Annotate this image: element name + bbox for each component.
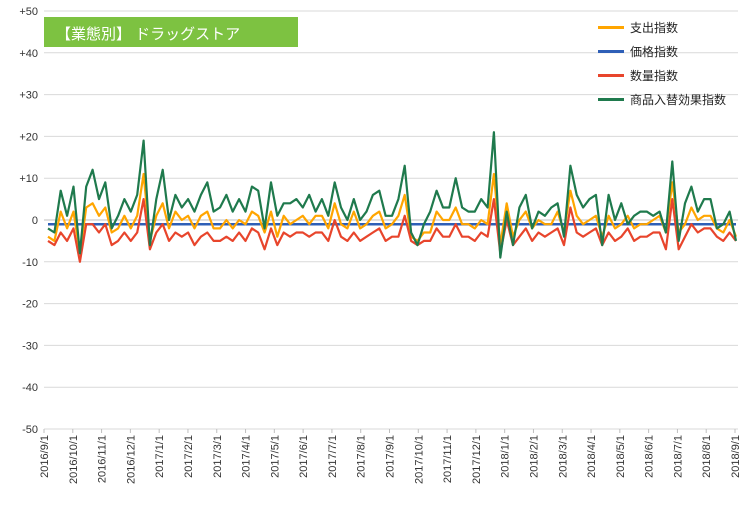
chart-title-box: 【業態別】 ドラッグストア [44, 17, 298, 47]
x-tick-label: 2017/12/1 [471, 435, 483, 484]
x-tick-label: 2018/7/1 [672, 435, 684, 478]
x-tick-label: 2017/11/1 [442, 435, 454, 483]
series-line-3 [47, 131, 738, 259]
x-tick-label: 2016/10/1 [68, 435, 80, 484]
x-tick-label: 2017/4/1 [241, 435, 253, 478]
legend-swatch-product-replacement [598, 98, 624, 101]
legend-label-price: 価格指数 [630, 45, 679, 59]
x-tick-label: 2017/10/1 [413, 435, 425, 484]
legend: 支出指数 価格指数 数量指数 商品入替効果指数 [598, 18, 738, 114]
x-tick-label: 2016/11/1 [97, 435, 109, 483]
y-tick-label: +10 [19, 173, 38, 185]
x-tick-label: 2017/6/1 [298, 435, 310, 478]
x-tick-label: 2017/2/1 [183, 435, 195, 478]
x-tick-label: 2017/7/1 [327, 435, 339, 478]
legend-item-product-replacement: 商品入替効果指数 [598, 90, 738, 114]
y-tick-label: -40 [22, 382, 38, 394]
x-tick-label: 2018/8/1 [701, 435, 713, 478]
y-tick-label: +50 [19, 6, 38, 18]
x-tick-label: 2018/2/1 [528, 435, 540, 478]
y-tick-label: -50 [22, 424, 38, 436]
x-tick-label: 2017/9/1 [385, 435, 397, 478]
y-tick-label: -20 [22, 299, 38, 311]
legend-swatch-spending [598, 26, 624, 29]
series-line-0 [47, 172, 738, 255]
x-tick-label: 2017/3/1 [212, 435, 224, 478]
legend-item-spending: 支出指数 [598, 18, 738, 42]
chart-title: 【業態別】 ドラッグストア [56, 26, 241, 43]
legend-label-product-replacement: 商品入替効果指数 [630, 93, 727, 107]
y-tick-label: -30 [22, 340, 38, 352]
legend-swatch-price [598, 50, 624, 53]
x-tick-label: 2017/8/1 [356, 435, 368, 478]
x-tick-label: 2018/4/1 [586, 435, 598, 478]
legend-item-price: 価格指数 [598, 42, 738, 66]
legend-label-spending: 支出指数 [630, 21, 679, 35]
x-tick-label: 2017/1/1 [154, 435, 166, 478]
x-tick-label: 2018/1/1 [500, 435, 512, 478]
x-tick-label: 2017/5/1 [269, 435, 281, 478]
x-tick-label: 2016/12/1 [125, 435, 137, 484]
x-tick-label: 2016/9/1 [39, 435, 51, 478]
x-tick-label: 2018/6/1 [644, 435, 656, 478]
x-tick-label: 2018/9/1 [730, 435, 742, 478]
x-tick-label: 2018/5/1 [615, 435, 627, 478]
x-tick-label: 2018/3/1 [557, 435, 569, 478]
y-tick-label: 0 [32, 215, 38, 227]
y-tick-label: -10 [22, 257, 38, 269]
legend-swatch-quantity [598, 74, 624, 77]
series-line-2 [47, 198, 737, 263]
legend-item-quantity: 数量指数 [598, 66, 738, 90]
y-tick-label: +40 [19, 48, 38, 60]
y-tick-label: +30 [19, 90, 38, 102]
legend-label-quantity: 数量指数 [630, 69, 679, 83]
y-tick-label: +20 [19, 131, 38, 143]
